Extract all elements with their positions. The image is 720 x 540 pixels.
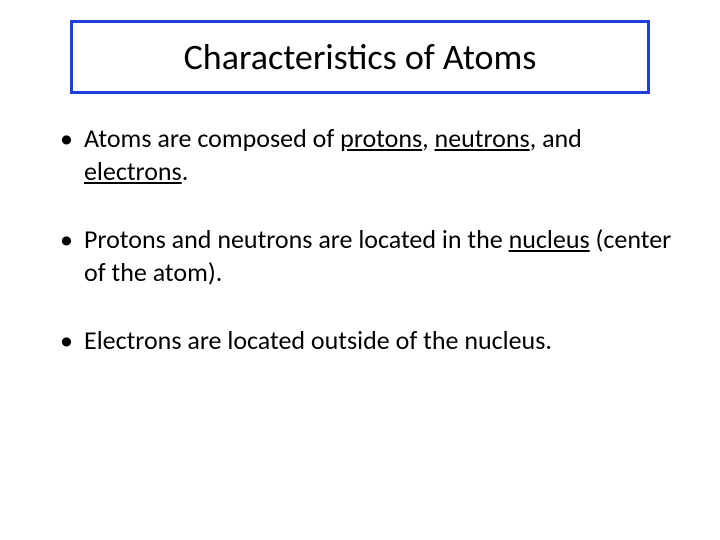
- bullet-text: ,: [422, 122, 434, 154]
- bullet-text: .: [182, 155, 189, 187]
- list-item: Electrons are located outside of the nuc…: [60, 324, 680, 357]
- list-item: Atoms are composed of protons, neutrons,…: [60, 122, 680, 187]
- title-box: Characteristics of Atoms: [70, 20, 650, 94]
- bullet-text: , and: [530, 122, 582, 154]
- underline-term: nucleus: [509, 223, 590, 255]
- bullet-text: Atoms are composed of: [84, 122, 340, 154]
- underline-term: neutrons: [435, 122, 530, 154]
- page-title: Characteristics of Atoms: [93, 35, 627, 79]
- bullet-text: Electrons are located outside of the nuc…: [84, 324, 552, 356]
- bullet-text: Protons and neutrons are located in the: [84, 223, 509, 255]
- underline-term: protons: [340, 122, 422, 154]
- underline-term: electrons: [84, 155, 182, 187]
- list-item: Protons and neutrons are located in the …: [60, 223, 680, 288]
- bullet-list: Atoms are composed of protons, neutrons,…: [40, 122, 680, 357]
